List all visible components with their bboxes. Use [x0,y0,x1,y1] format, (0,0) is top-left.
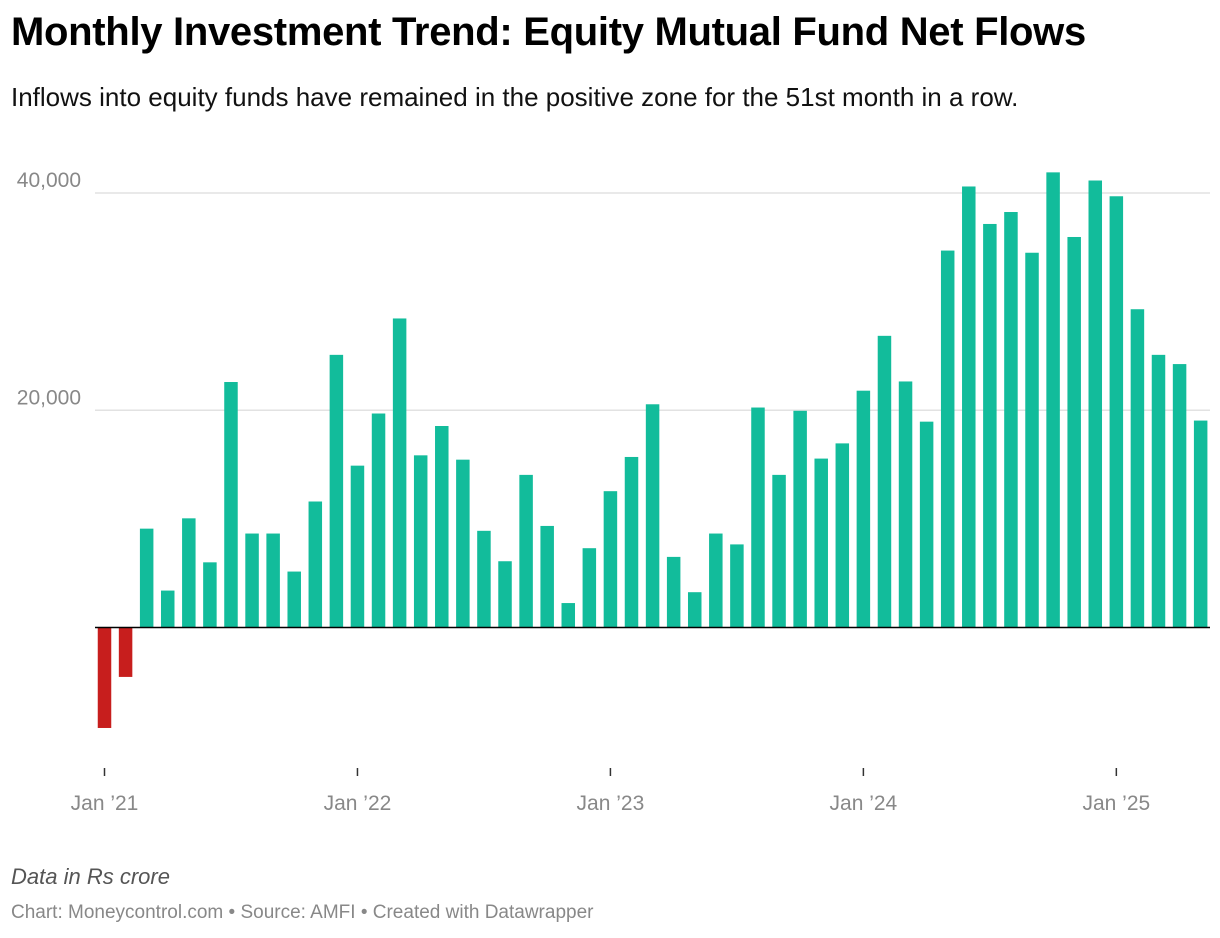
bar-2022-04 [413,455,428,628]
chart-subtitle: Inflows into equity funds have remained … [11,82,1019,112]
bar-2021-05 [182,518,196,628]
bar-2021-04 [160,590,175,628]
bar-2024-09 [1025,252,1039,628]
bar-2023-09 [772,474,786,628]
bar-2024-03 [898,381,913,628]
bar-2022-11 [561,603,576,628]
x-tick-label: Jan ’23 [577,792,645,815]
bar-2023-03 [645,404,660,628]
chart-title: Monthly Investment Trend: Equity Mutual … [11,10,1086,54]
bar-2025-04 [1172,364,1187,628]
bar-2021-09 [266,533,280,628]
x-tick-label: Jan ’22 [324,792,392,815]
x-tick-label: Jan ’25 [1082,792,1150,815]
x-tick-label: Jan ’24 [830,792,898,815]
bar-2021-07 [224,382,238,628]
bar-2023-11 [814,458,828,628]
bar-2022-12 [582,548,597,628]
y-tick-label: 40,000 [17,169,81,192]
bar-2021-11 [308,501,323,628]
bar-2021-02 [118,627,133,677]
bar-2021-01 [97,627,112,728]
bar-2025-02 [1130,309,1145,628]
bar-2023-06 [709,533,723,628]
y-tick-label: 20,000 [17,386,81,409]
bar-2021-06 [203,562,217,628]
bar-2022-07 [477,530,491,628]
axes: Jan ’21 Jan ’22 Jan ’23 Jan ’24 Jan ’25 [71,626,1210,815]
bar-2023-07 [730,544,744,628]
bar-2021-12 [329,354,344,628]
bar-2022-09 [519,474,533,628]
bar-2024-04 [919,421,934,628]
bar-2024-11 [1067,236,1081,628]
bar-2024-01 [856,390,871,628]
units-note: Data in Rs crore [11,864,170,889]
bar-2023-04 [666,556,681,628]
bar-2024-08 [1004,212,1018,628]
bar-2021-03 [139,528,154,628]
bar-2023-05 [687,592,702,628]
bar-2023-12 [835,443,850,628]
bar-2022-06 [456,459,470,628]
bar-2023-08 [751,407,765,628]
bar-2022-01 [350,465,365,628]
bar-2023-02 [624,456,639,628]
bar-2025-01 [1109,196,1124,628]
bar-2023-10 [793,410,807,628]
bar-2023-01 [603,491,618,628]
bar-2024-02 [877,335,892,628]
source-credits: Chart: Moneycontrol.com • Source: AMFI •… [11,902,594,923]
bar-2024-12 [1088,180,1103,628]
bar-2022-05 [435,426,449,628]
bar-2024-07 [983,223,997,628]
bar-2022-03 [392,318,407,628]
bar-2025-03 [1151,354,1166,628]
x-tick-label: Jan ’21 [71,792,139,815]
bar-2022-02 [371,413,386,628]
bar-2021-10 [287,571,301,628]
bar-2024-05 [940,250,955,628]
bar-2022-10 [540,525,554,628]
bar-2021-08 [245,533,259,628]
bar-2024-10 [1046,172,1060,628]
bar-2022-08 [498,561,512,628]
bars [97,172,1208,728]
bar-2025-05 [1193,420,1208,628]
bar-2024-06 [962,186,976,628]
